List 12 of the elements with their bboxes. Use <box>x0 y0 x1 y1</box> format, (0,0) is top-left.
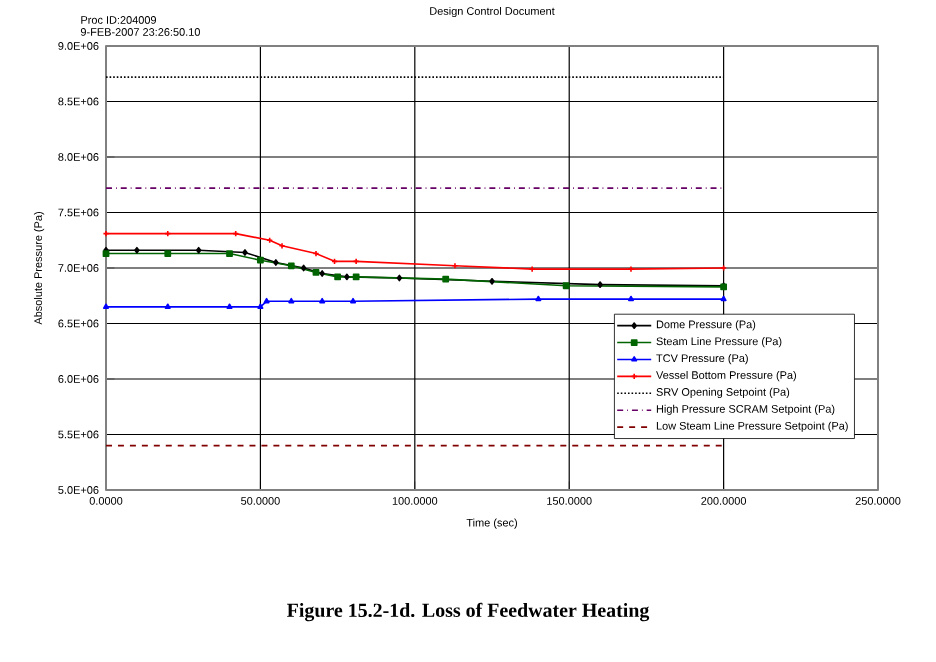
point <box>257 256 264 264</box>
point <box>562 282 570 290</box>
point <box>226 250 233 257</box>
point <box>528 265 536 273</box>
point <box>352 273 360 281</box>
point <box>278 242 286 250</box>
text: Figure 15.2-1d. Loss of Feedwater Heating <box>287 602 650 622</box>
point <box>442 275 450 283</box>
point <box>164 250 172 257</box>
point <box>334 273 342 281</box>
point <box>287 262 295 270</box>
point <box>312 269 320 276</box>
